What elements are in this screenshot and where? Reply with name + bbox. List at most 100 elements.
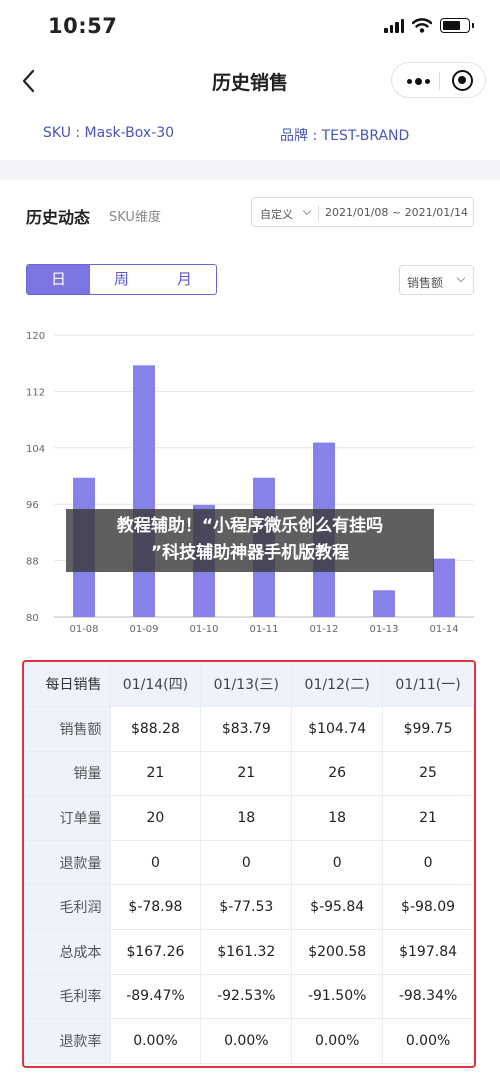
x-tick-label: 01-08 [69,624,98,635]
battery-icon [440,18,474,33]
table-cell: $161.32 [200,929,293,975]
filter-divider [318,205,319,221]
table-cell: -92.53% [200,974,293,1020]
table-cell: $88.28 [110,706,202,752]
overlay-line-2: ”科技辅助神器手机版教程 [150,543,350,563]
table-cell: 21 [200,751,293,797]
page-title: 历史销售 [211,72,288,94]
table-cell: -91.50% [291,974,384,1020]
capsule-divider [439,72,440,90]
history-card: 历史动态 SKU维度 自定义 2021/01/08 ~ 2021/01/14 日… [0,180,500,1081]
period-tabs: 日 周 月 [26,264,217,295]
status-time: 10:57 [48,14,118,38]
table-cell: 01/14(四) [110,662,202,708]
table-cell: $167.26 [110,929,202,975]
table-row: 毛利率 -89.47% -92.53% -91.50% -98.34% [24,974,474,1020]
tab-week[interactable]: 周 [113,270,129,288]
bar[interactable] [133,365,155,617]
table-cell: 01/13(三) [200,662,293,708]
table-cell: 0.00% [200,1018,293,1064]
table-cell: $104.74 [291,706,384,752]
table-row: 订单量 20 18 18 21 [24,795,474,841]
table-cell: 0.00% [110,1018,202,1064]
table-cell: 21 [110,751,202,797]
table-row: 销售额 $88.28 $83.79 $104.74 $99.75 [24,706,474,752]
row-label: 毛利率 [24,974,111,1020]
table-cell: 0 [291,840,384,886]
tab-day[interactable]: 日 [27,265,90,294]
x-tick-label: 01-10 [189,624,218,635]
x-tick-label: 01-14 [429,624,458,635]
table-cell: 25 [382,751,474,797]
row-label: 销量 [24,751,111,797]
table-cell: $-77.53 [200,884,293,931]
sku-label: SKU : Mask-Box-30 [43,125,175,141]
row-label: 每日销售 [24,662,111,708]
table-cell: 0.00% [291,1018,384,1064]
y-tick-label: 120 [26,331,45,342]
y-tick-label: 104 [26,444,45,455]
row-label: 订单量 [24,795,111,841]
chevron-left-icon[interactable] [14,66,44,96]
y-tick-label: 96 [26,500,39,511]
row-label: 毛利润 [24,884,111,931]
table-cell: 01/11(一) [382,662,474,708]
watermark-overlay: 教程辅助！“小程序微乐创么有挂吗 ”科技辅助神器手机版教程 [66,509,434,572]
brand-label: 品牌 : TEST-BRAND [280,128,410,144]
bar[interactable] [373,590,395,617]
row-label: 退款率 [24,1018,111,1064]
table-row: 毛利润 $-78.98 $-77.53 $-95.84 $-98.09 [24,884,474,931]
table-row: 总成本 $167.26 $161.32 $200.58 $197.84 [24,929,474,975]
bar[interactable] [433,558,455,617]
y-tick-label: 88 [26,557,39,568]
table-cell: 21 [382,795,474,841]
status-icons [384,18,474,33]
chevron-down-icon [302,206,312,216]
close-target-icon[interactable] [452,70,473,91]
table-cell: 0 [200,840,293,886]
table-cell: $83.79 [200,706,293,752]
table-cell: 18 [291,795,384,841]
nav-bar: 历史销售 [0,56,500,106]
table-cell: 20 [110,795,202,841]
table-cell: 18 [200,795,293,841]
status-bar: 10:57 [0,0,500,56]
overlay-line-1: 教程辅助！“小程序微乐创么有挂吗 [116,516,384,536]
table-cell: 0.00% [382,1018,474,1064]
date-range-filter[interactable]: 自定义 2021/01/08 ~ 2021/01/14 [251,197,474,227]
mini-program-capsule [391,62,486,98]
table-cell: 01/12(二) [291,662,384,708]
sales-table: 每日销售 01/14(四) 01/13(三) 01/12(二) 01/11(一) 销售额 $… [24,662,474,1064]
table-cell: $-78.98 [110,884,202,931]
metric-select[interactable]: 销售额 [399,265,474,295]
table-cell: 26 [291,751,384,797]
x-tick-label: 01-12 [309,624,338,635]
product-info-bar: SKU : Mask-Box-30 品牌 : TEST-BRAND [0,106,500,160]
table-row: 退款量 0 0 0 0 [24,840,474,886]
sales-bar-chart: 80 88 96 104 112 120 01-08 01-09 01-10 01-11 01-12… [26,331,474,635]
table-cell: $-98.09 [382,884,474,931]
row-label: 总成本 [24,929,111,975]
table-cell: -98.34% [382,974,474,1020]
cellular-signal-icon [384,18,404,33]
table-cell: 0 [382,840,474,886]
table-cell: -89.47% [110,974,202,1020]
row-label: 退款量 [24,840,111,886]
table-cell: $-95.84 [291,884,384,931]
table-cell: $197.84 [382,929,474,975]
table-cell: 0 [110,840,202,886]
table-cell: $200.58 [291,929,384,975]
date-range-value[interactable]: 2021/01/08 ~ 2021/01/14 [325,206,469,219]
x-tick-label: 01-11 [249,624,278,635]
date-mode-label[interactable]: 自定义 [260,208,293,221]
daily-sales-table: 每日销售 01/14(四) 01/13(三) 01/12(二) 01/11(一) 销售额 $… [22,660,476,1068]
table-header-row: 每日销售 01/14(四) 01/13(三) 01/12(二) 01/11(一) [24,662,474,708]
row-label: 销售额 [24,706,111,752]
y-tick-label: 80 [26,613,39,624]
tab-month[interactable]: 月 [176,270,192,288]
table-cell: $99.75 [382,706,474,752]
metric-select-value[interactable]: 销售额 [407,276,444,290]
table-row: 销量 21 21 26 25 [24,751,474,797]
more-icon[interactable] [407,78,430,85]
x-tick-label: 01-13 [369,624,398,635]
